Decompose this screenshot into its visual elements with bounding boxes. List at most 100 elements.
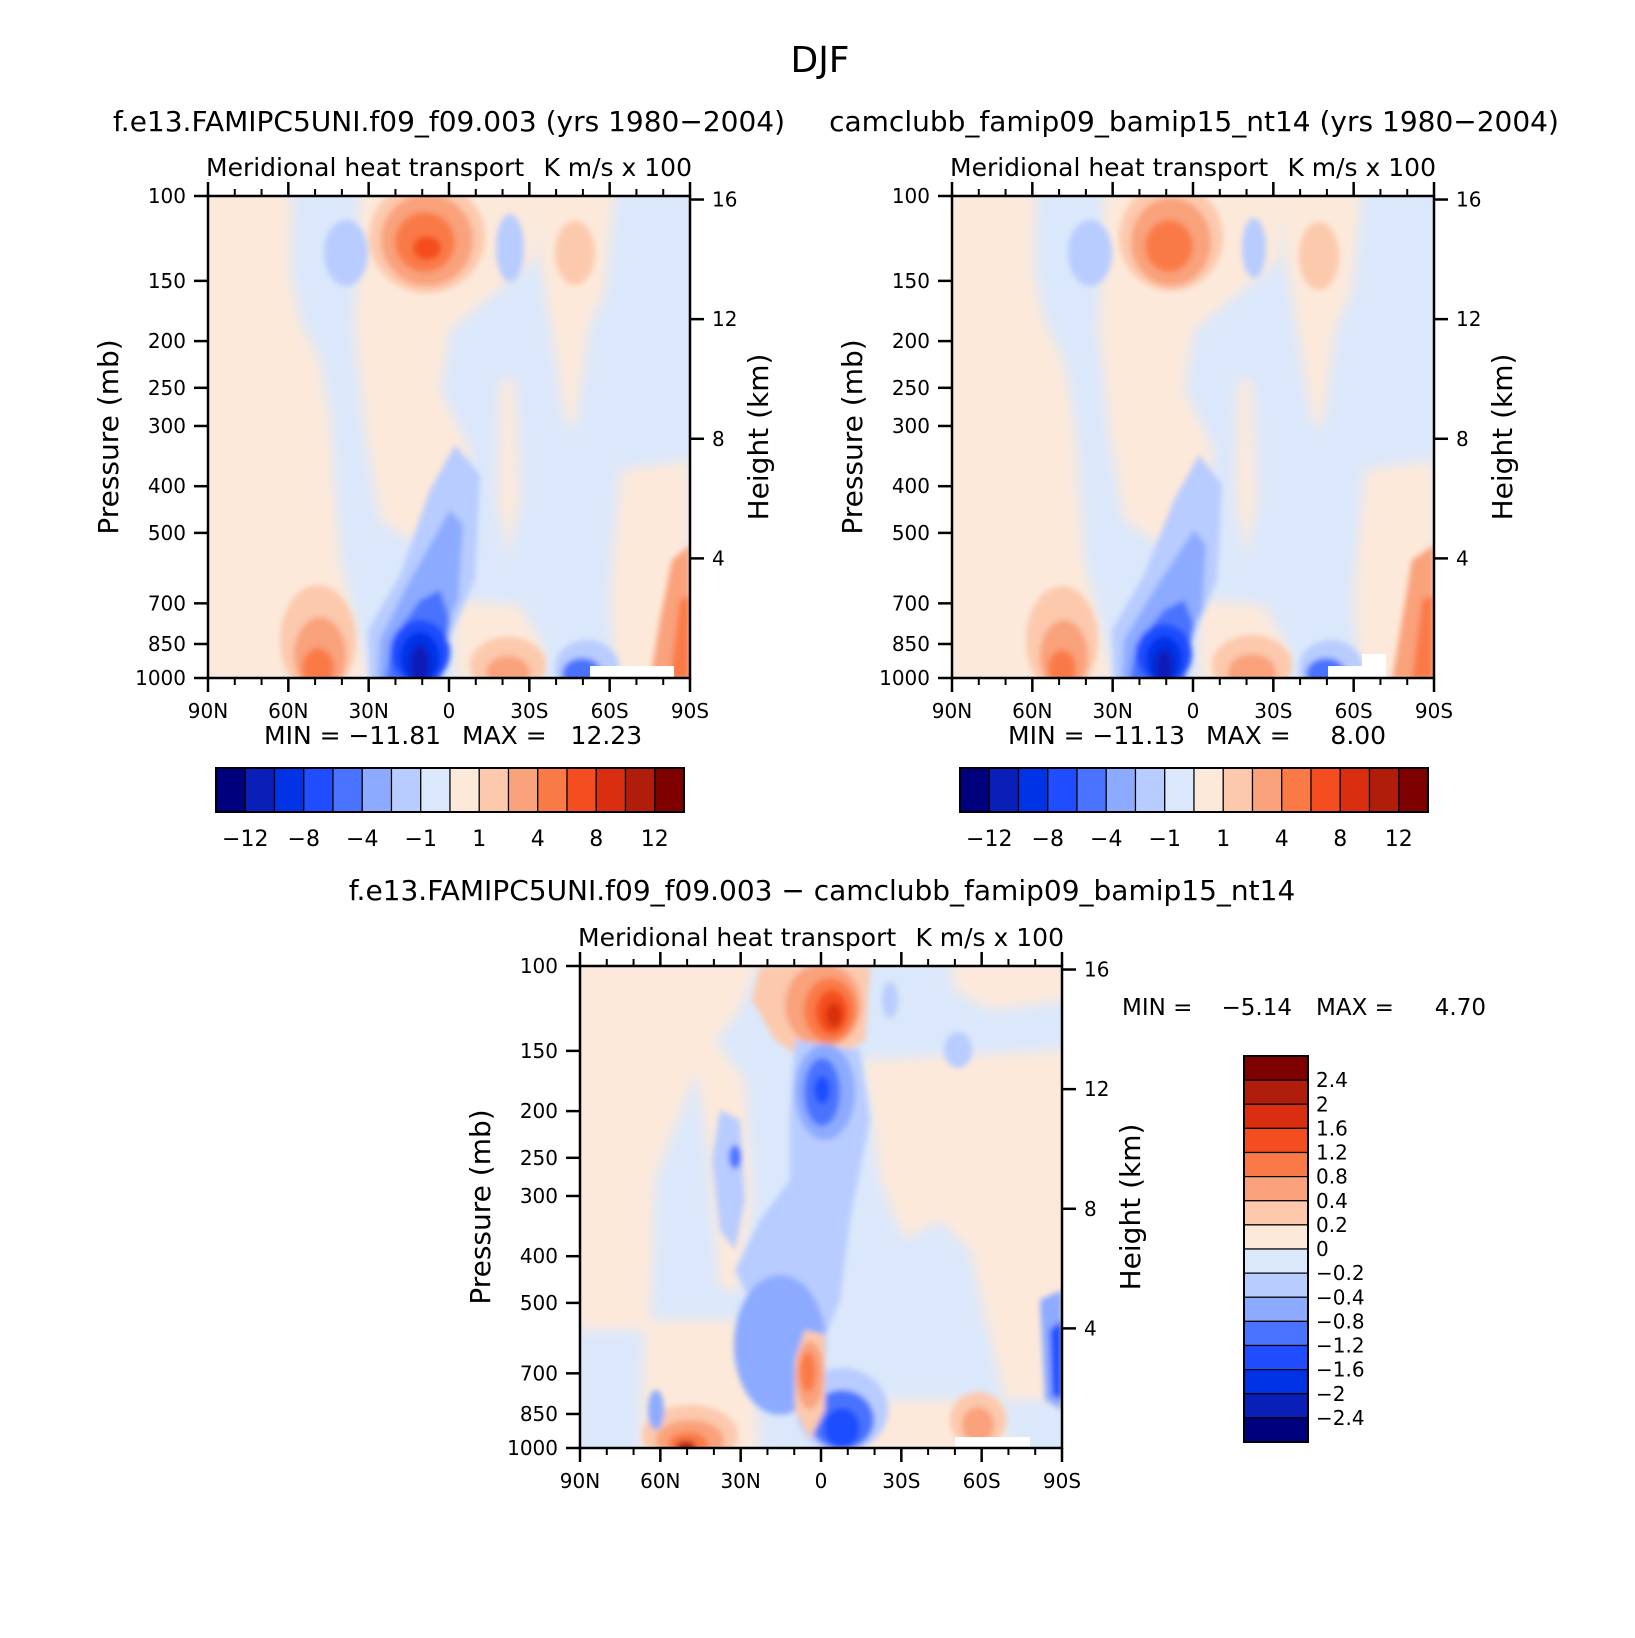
y-tick-label: 150 <box>892 269 930 293</box>
colorbar-label: −0.8 <box>1316 1309 1365 1333</box>
colorbar-label: −12 <box>966 827 1012 852</box>
colorbar-swatch <box>1243 1224 1309 1250</box>
positive-region <box>302 648 334 678</box>
colorbar-swatch <box>1339 767 1371 813</box>
positive-region <box>498 380 520 560</box>
colorbar-swatch <box>332 767 363 813</box>
positive-region <box>555 221 595 285</box>
colorbar-swatch <box>1105 767 1137 813</box>
x-tick-label: 60N <box>1012 699 1052 723</box>
colorbar-swatch <box>1243 1248 1309 1274</box>
x-ticks: 90N 60N 30N 0 30S 60S 90S <box>188 182 709 723</box>
positive-region <box>952 196 1114 678</box>
negative-region <box>1068 220 1112 286</box>
right-subtitle: K m/s x 100 <box>543 153 692 182</box>
y-tick-label: 200 <box>520 1099 558 1123</box>
colorbar-label: −0.2 <box>1316 1261 1365 1285</box>
colorbar-label: 4 <box>531 827 545 852</box>
colorbar-swatch <box>1243 1176 1309 1202</box>
colorbar-swatch <box>1243 1151 1309 1178</box>
colorbar-label: 4 <box>1275 827 1289 852</box>
y-ticks: 100 150 200 250 300 400 500 700 850 1000 <box>879 184 952 690</box>
colorbar: 2.421.61.20.80.40.20−0.2−0.4−0.8−1.2−1.6… <box>1243 1055 1365 1443</box>
colorbar-label: 12 <box>1385 827 1413 852</box>
colorbar-swatch <box>215 767 246 813</box>
colorbar-swatch <box>1243 1127 1309 1154</box>
height-tick-label: 12 <box>1084 1077 1109 1101</box>
colorbar-swatch <box>1243 1320 1309 1347</box>
y-tick-label: 500 <box>892 521 930 545</box>
colorbar-swatch <box>1076 767 1107 813</box>
positive-region <box>1299 222 1339 290</box>
right-subtitle: K m/s x 100 <box>1287 153 1436 182</box>
figure-title: DJF <box>790 40 849 81</box>
y-axis-label: Pressure (mb) <box>836 339 869 534</box>
colorbar-swatch <box>1243 1055 1309 1081</box>
colorbar-swatch <box>1368 767 1400 813</box>
positive-region <box>580 966 758 1330</box>
positive-region <box>486 656 530 678</box>
x-tick-label: 90S <box>1415 699 1453 723</box>
y-tick-label: 200 <box>892 329 930 353</box>
height-tick-label: 12 <box>1456 307 1481 331</box>
height-tick-label: 8 <box>1456 427 1469 451</box>
positive-region <box>208 196 370 678</box>
colorbar-label: 1 <box>472 827 486 852</box>
negative-region <box>824 1408 860 1448</box>
y-tick-label: 400 <box>892 474 930 498</box>
y-tick-label: 150 <box>148 269 186 293</box>
colorbar: −12 −8 −4 −1 1 4 8 12 <box>215 767 685 852</box>
colorbar-label: 0.4 <box>1316 1189 1348 1213</box>
y-tick-label: 200 <box>148 329 186 353</box>
max-label: MAX = <box>1316 995 1394 1021</box>
colorbar-swatch <box>1134 767 1166 813</box>
y-tick-label: 1000 <box>135 666 186 690</box>
positive-region <box>1145 220 1193 272</box>
x-ticks: 90N 60N 30N 0 30S 60S 90S <box>932 182 1453 723</box>
right-axis-label: Height (km) <box>742 354 775 521</box>
colorbar-label: −4 <box>1090 827 1122 852</box>
colorbar-label: −0.4 <box>1316 1285 1365 1309</box>
x-minor-ticks <box>977 189 1409 685</box>
x-minor-ticks <box>233 189 665 685</box>
negative-region <box>324 220 368 286</box>
colorbar-label: −1.6 <box>1316 1358 1365 1382</box>
height-tick-label: 4 <box>712 546 725 570</box>
x-tick-label: 30N <box>1092 699 1132 723</box>
contour-field <box>208 196 690 678</box>
min-label: MIN = −11.81 <box>264 721 441 750</box>
negative-region <box>944 1032 972 1068</box>
colorbar-swatch <box>390 767 422 813</box>
y-tick-label: 250 <box>148 376 186 400</box>
positive-region <box>1412 595 1434 678</box>
colorbar-label: 8 <box>1333 827 1347 852</box>
x-tick-label: 60S <box>1335 699 1373 723</box>
x-tick-label: 0 <box>443 699 456 723</box>
positive-region <box>962 1407 994 1443</box>
y-tick-label: 250 <box>520 1146 558 1170</box>
colorbar-swatch <box>1243 1417 1309 1443</box>
colorbar-swatch <box>537 767 568 813</box>
y-tick-label: 700 <box>520 1361 558 1385</box>
colorbar-swatch <box>1243 1272 1309 1298</box>
missing-data <box>1328 666 1364 678</box>
colorbar-swatch <box>1243 1079 1309 1105</box>
panel-control: f.e13.FAMIPC5UNI.f09_f09.003 (yrs 1980−2… <box>92 105 785 852</box>
positive-region <box>670 595 690 678</box>
colorbar-swatch <box>1193 767 1224 813</box>
colorbar-swatch <box>1243 1369 1309 1395</box>
colorbar-label: 1.2 <box>1316 1141 1348 1165</box>
colorbar-swatch <box>1222 767 1254 813</box>
negative-region <box>882 982 898 1018</box>
colorbar-swatch <box>1243 1200 1309 1226</box>
max-label: MAX = 12.23 <box>462 721 642 750</box>
height-tick-label: 16 <box>1456 188 1481 212</box>
colorbar-swatch <box>624 767 656 813</box>
y-ticks: 100 150 200 250 300 400 500 700 850 1000 <box>135 184 208 690</box>
positive-region <box>676 1441 696 1448</box>
positive-region <box>413 236 441 260</box>
colorbar-frame <box>215 767 685 813</box>
negative-region <box>496 214 524 282</box>
colorbar-swatch <box>478 767 510 813</box>
